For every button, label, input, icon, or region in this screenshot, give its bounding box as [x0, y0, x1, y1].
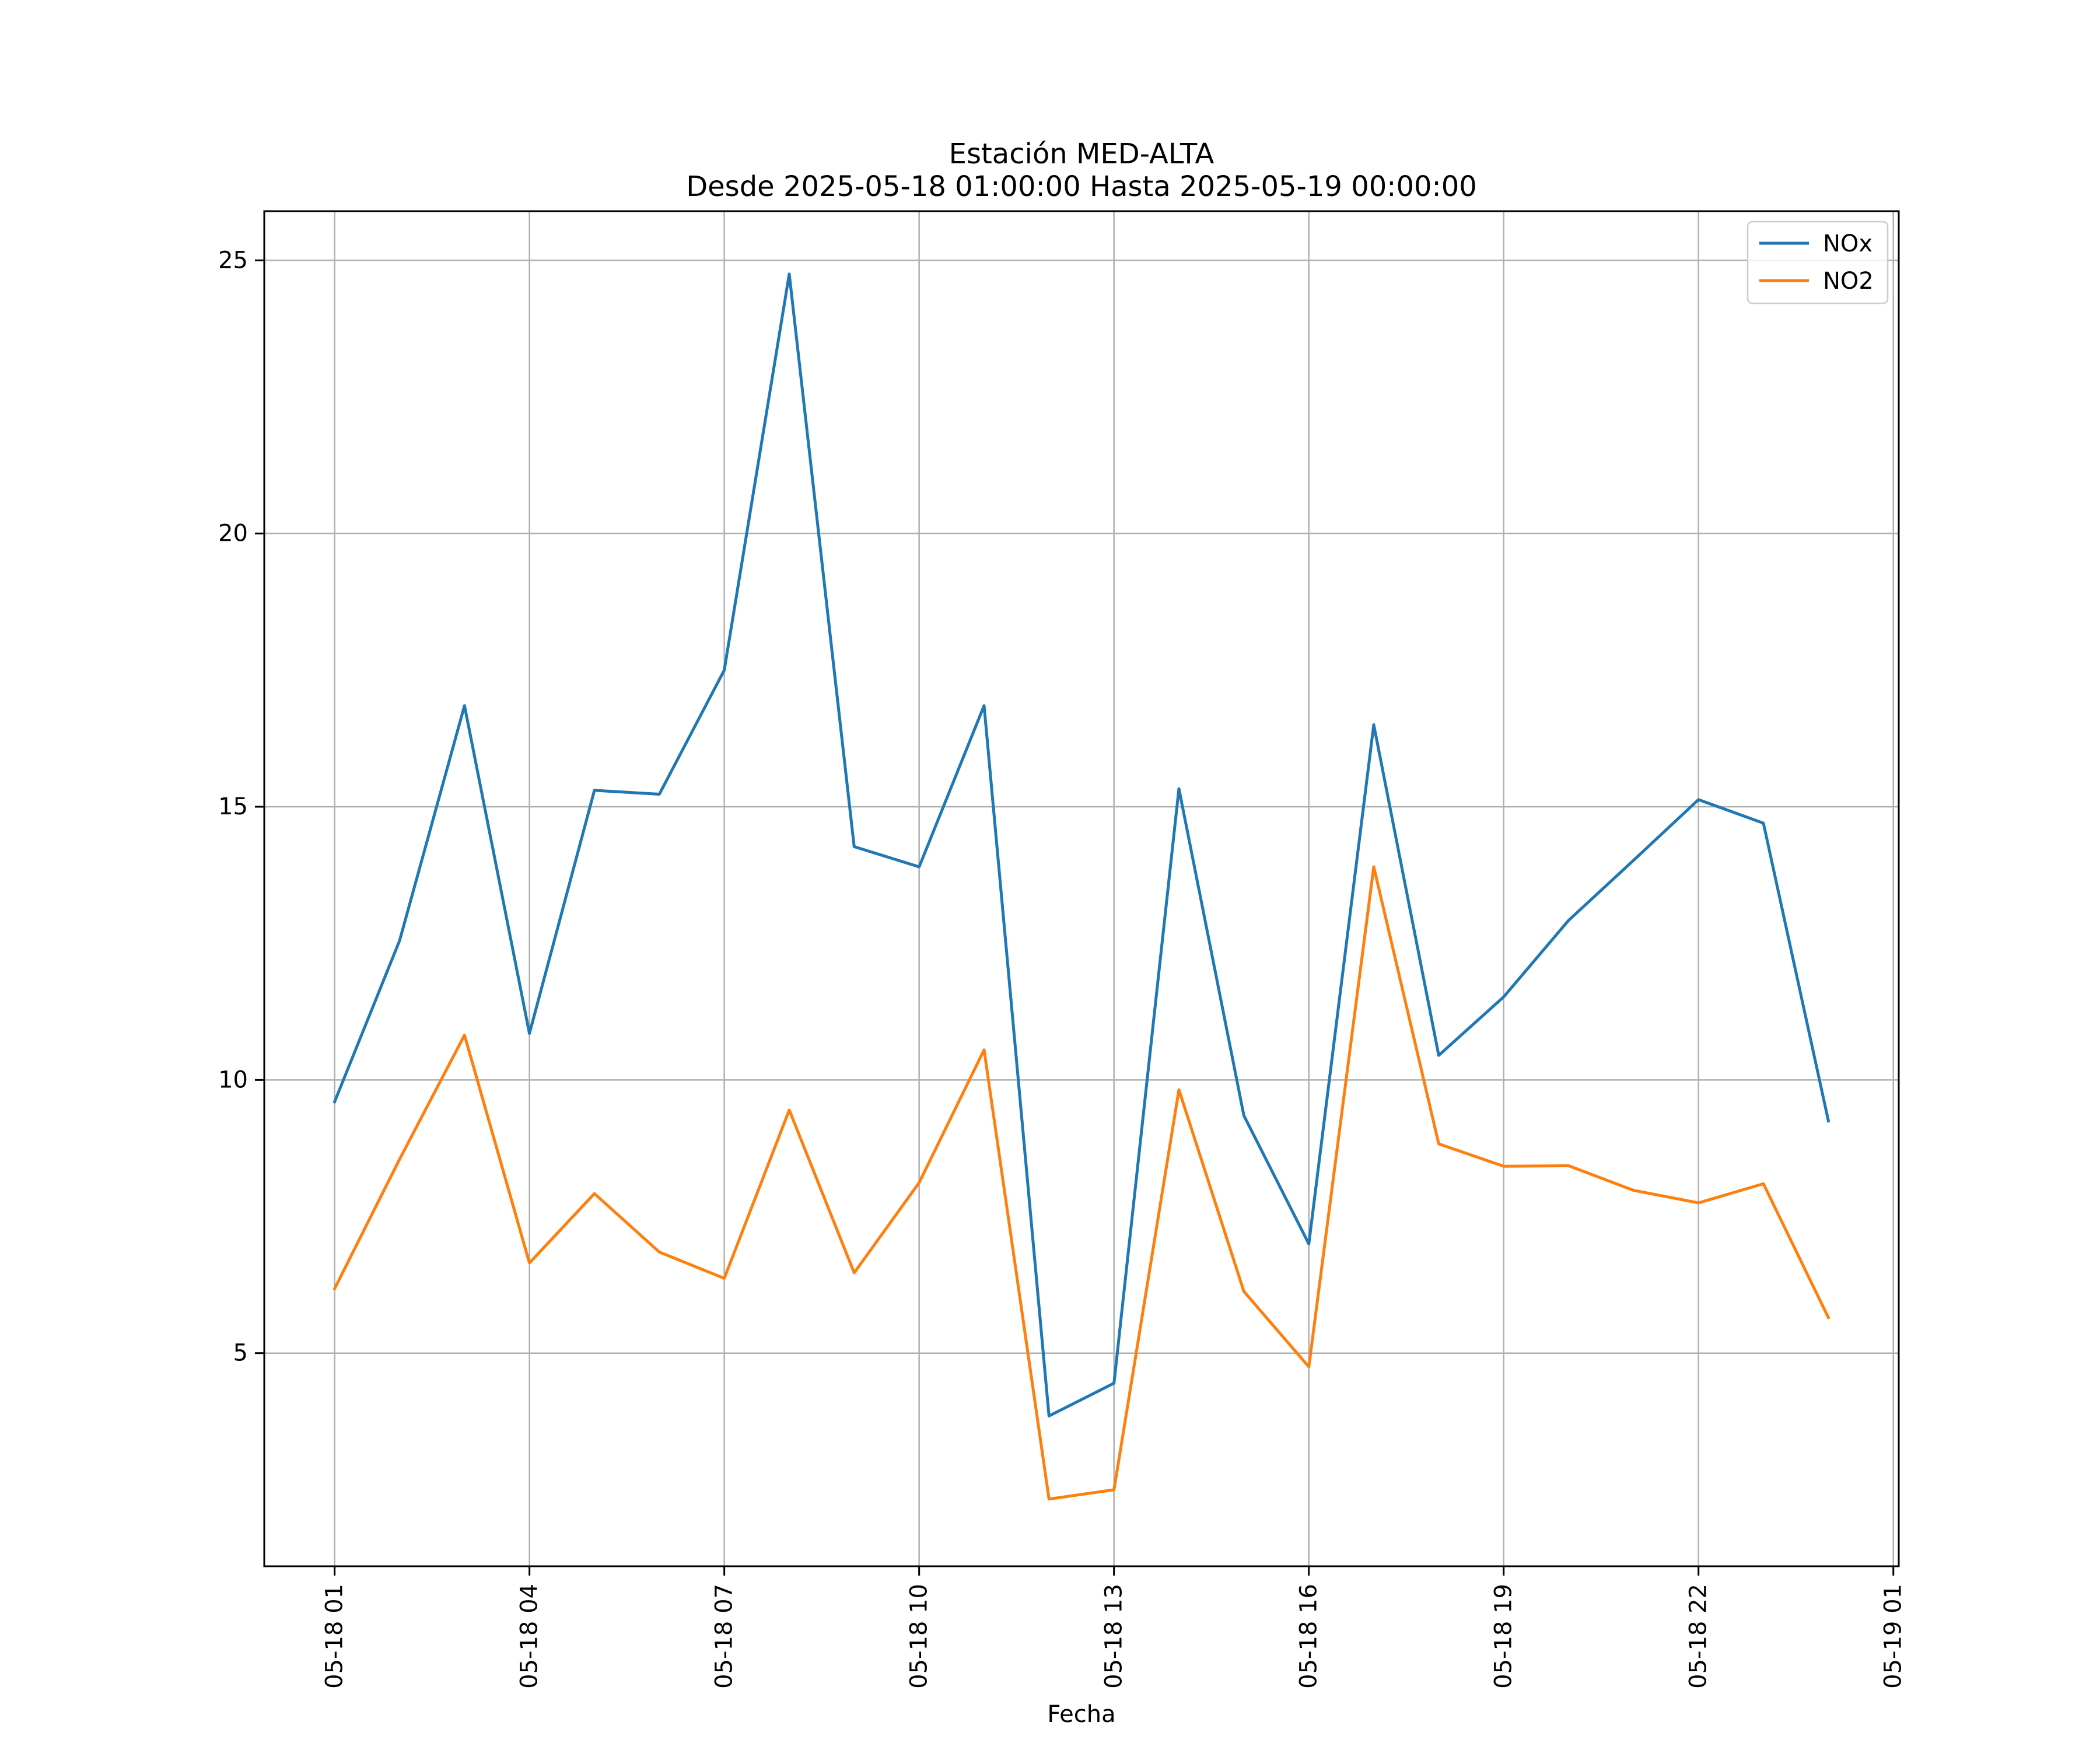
y-tick-label: 10 [218, 1066, 248, 1093]
data-point-no2 [1826, 1316, 1830, 1320]
data-point-no2 [1112, 1488, 1116, 1492]
axes: 05-18 01 05-18 04 05-18 07 05-18 10 05-18 13… [218, 247, 1907, 1689]
data-point-nox [1502, 995, 1506, 999]
legend-label-no2: NO2 [1823, 268, 1874, 295]
x-tick-label: 05-18 04 [516, 1584, 543, 1689]
data-point-no2 [1632, 1189, 1635, 1192]
series-layer [332, 272, 1831, 1501]
x-tick-label: 05-18 07 [711, 1584, 738, 1689]
data-point-nox [1697, 798, 1700, 802]
series-line-no2 [332, 865, 1831, 1501]
data-point-no2 [1242, 1290, 1245, 1293]
x-tick-label: 05-19 01 [1880, 1584, 1907, 1689]
data-point-nox [1762, 821, 1765, 825]
x-tick-label: 05-18 01 [321, 1584, 348, 1689]
y-tick-label: 25 [218, 247, 248, 274]
data-point-no2 [1697, 1201, 1700, 1205]
data-point-no2 [463, 1034, 466, 1037]
data-point-no2 [1372, 865, 1376, 869]
data-point-no2 [723, 1276, 726, 1280]
data-point-nox [1242, 1114, 1245, 1117]
data-point-no2 [788, 1108, 791, 1112]
data-point-no2 [918, 1181, 921, 1184]
data-point-nox [788, 272, 791, 276]
data-point-no2 [982, 1048, 986, 1052]
data-point-nox [333, 1100, 337, 1104]
series-line-nox [332, 272, 1831, 1418]
data-point-nox [398, 939, 401, 942]
data-point-no2 [1762, 1182, 1765, 1185]
grid [264, 211, 1899, 1566]
data-point-no2 [1307, 1365, 1311, 1368]
data-point-nox [1177, 787, 1181, 790]
data-point-nox [1437, 1054, 1440, 1057]
y-tick-label: 15 [218, 793, 248, 820]
data-point-no2 [1567, 1164, 1570, 1167]
data-point-no2 [1177, 1088, 1181, 1091]
data-point-no2 [593, 1192, 596, 1195]
data-point-nox [723, 668, 726, 672]
plot-frame [263, 210, 1900, 1567]
x-tick-label: 05-18 10 [906, 1584, 933, 1689]
x-tick-label: 05-18 16 [1296, 1584, 1322, 1689]
data-point-no2 [333, 1287, 337, 1290]
x-axis-label: Fecha [1047, 1701, 1115, 1728]
data-point-no2 [398, 1157, 401, 1161]
data-point-nox [982, 704, 986, 708]
legend-label-nox: NOx [1823, 230, 1873, 257]
data-point-nox [528, 1032, 531, 1035]
x-tick-label: 05-18 13 [1101, 1584, 1128, 1689]
y-tick-label: 5 [233, 1340, 248, 1367]
data-point-nox [1632, 859, 1635, 862]
data-point-nox [1307, 1242, 1311, 1245]
data-point-nox [918, 865, 921, 869]
data-point-no2 [528, 1261, 531, 1265]
legend: NOx NO2 [1746, 220, 1889, 304]
y-tick-label: 20 [218, 520, 248, 547]
data-point-no2 [1047, 1497, 1051, 1501]
data-point-nox [1112, 1381, 1116, 1385]
x-tick-label: 05-18 19 [1490, 1584, 1517, 1689]
chart-subtitle: Desde 2025-05-18 01:00:00 Hasta 2025-05-… [686, 170, 1477, 203]
data-point-nox [463, 704, 466, 708]
data-point-nox [593, 789, 596, 792]
data-point-nox [657, 792, 661, 796]
data-point-nox [1567, 919, 1570, 922]
chart-title: Estación MED-ALTA [949, 138, 1214, 170]
data-point-no2 [852, 1271, 856, 1275]
data-point-no2 [1502, 1164, 1506, 1168]
data-point-no2 [1437, 1142, 1440, 1146]
x-tick-label: 05-18 22 [1685, 1584, 1712, 1689]
data-point-no2 [657, 1250, 661, 1254]
data-point-nox [1047, 1414, 1051, 1418]
data-point-nox [1372, 723, 1376, 726]
data-point-nox [1826, 1119, 1830, 1123]
data-point-nox [852, 845, 856, 848]
